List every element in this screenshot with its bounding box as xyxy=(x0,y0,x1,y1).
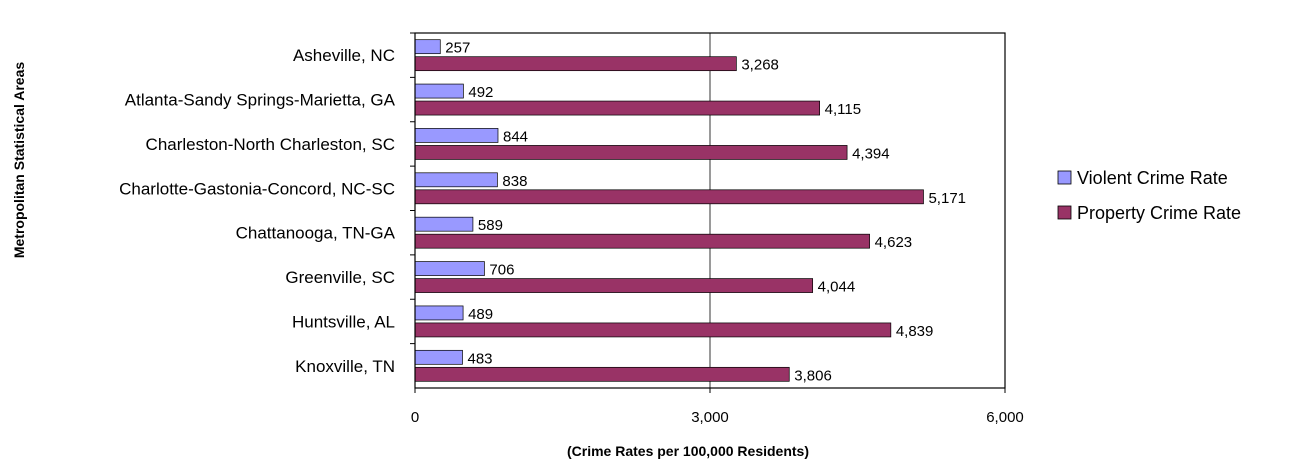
legend-label: Property Crime Rate xyxy=(1077,203,1241,223)
bar-property xyxy=(414,56,737,72)
legend-label: Violent Crime Rate xyxy=(1077,168,1228,188)
bar-violent xyxy=(414,172,498,188)
category-label: Knoxville, TN xyxy=(295,357,395,376)
bar-violent xyxy=(414,349,463,365)
data-label: 4,394 xyxy=(852,145,890,162)
value-labels: 257 3,268 492 4,115 844 4,394 838 5,171 589 4,623… xyxy=(445,40,966,385)
data-label: 3,806 xyxy=(794,367,832,384)
bar-violent xyxy=(414,128,499,143)
data-label: 4,623 xyxy=(875,234,913,251)
bar-violent xyxy=(414,261,485,276)
bar-violent xyxy=(414,83,464,99)
category-label: Charleston-North Charleston, SC xyxy=(146,135,395,154)
x-tick-label: 0 xyxy=(411,409,419,426)
plot-frame xyxy=(414,32,1006,389)
data-label: 4,044 xyxy=(818,279,856,296)
category-label: Charlotte-Gastonia-Concord, NC-SC xyxy=(119,179,395,198)
bars xyxy=(414,39,924,382)
bar-property xyxy=(414,233,870,249)
category-labels: Asheville, NC Atlanta-Sandy Springs-Marie… xyxy=(119,32,415,376)
bar-violent xyxy=(414,216,474,232)
data-label: 4,839 xyxy=(896,323,934,340)
data-label: 3,268 xyxy=(741,57,779,74)
x-tick-label: 6,000 xyxy=(986,409,1024,426)
legend: Violent Crime Rate Property Crime Rate xyxy=(1057,168,1241,223)
data-label: 5,171 xyxy=(928,190,966,207)
data-label: 838 xyxy=(502,173,527,190)
x-tick-label: 3,000 xyxy=(691,409,729,426)
bar-property xyxy=(414,189,924,205)
category-label: Asheville, NC xyxy=(293,46,395,65)
y-axis-title: Metropolitan Statistical Areas xyxy=(11,62,27,259)
bar-property xyxy=(414,278,814,293)
bar-violent xyxy=(414,39,441,55)
data-label: 4,115 xyxy=(825,101,861,118)
bar-property xyxy=(414,145,848,160)
bar-property xyxy=(414,366,790,382)
x-axis-title: (Crime Rates per 100,000 Residents) xyxy=(567,443,809,459)
bar-violent xyxy=(414,305,464,321)
legend-swatch xyxy=(1057,205,1072,220)
bar-property xyxy=(414,322,892,338)
category-label: Greenville, SC xyxy=(285,268,395,287)
category-label: Atlanta-Sandy Springs-Marietta, GA xyxy=(125,91,396,110)
bar-property xyxy=(414,100,820,116)
x-axis-ticks: 0 3,000 6,000 xyxy=(411,388,1024,426)
category-label: Huntsville, AL xyxy=(292,312,395,331)
data-label: 844 xyxy=(503,128,528,145)
category-label: Chattanooga, TN-GA xyxy=(236,224,396,243)
data-label: 589 xyxy=(478,217,503,234)
data-label: 489 xyxy=(468,306,493,323)
legend-swatch xyxy=(1057,170,1072,185)
data-label: 483 xyxy=(467,350,492,367)
data-label: 492 xyxy=(468,84,493,101)
data-label: 257 xyxy=(445,40,470,57)
data-label: 706 xyxy=(489,262,514,279)
